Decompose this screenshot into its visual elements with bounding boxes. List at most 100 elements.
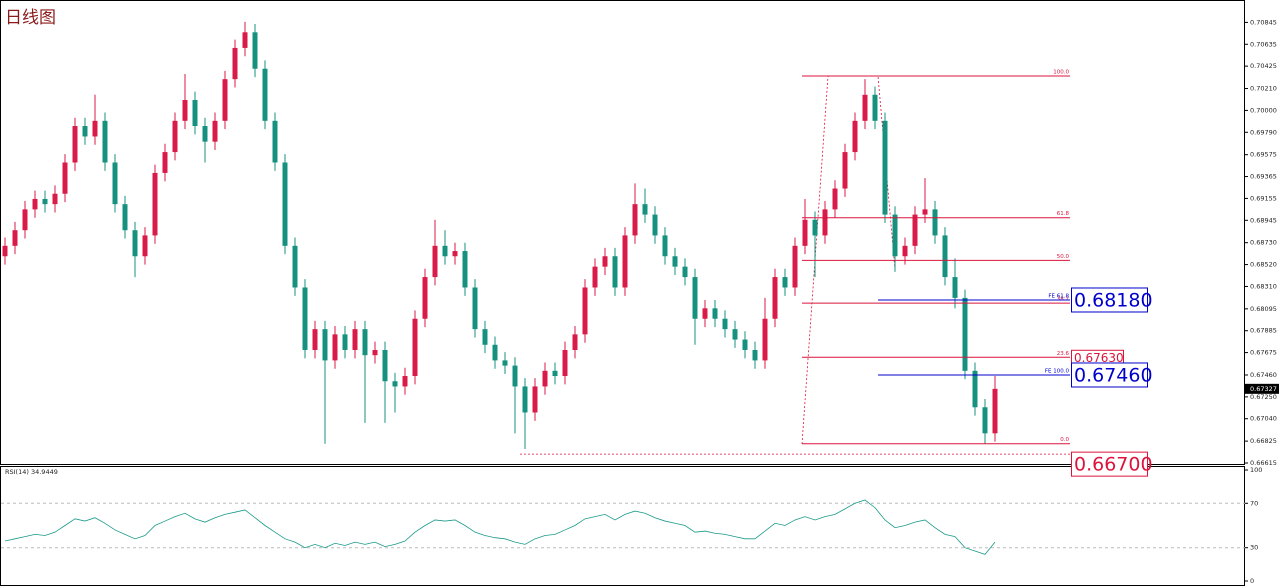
candle-body (452, 251, 458, 257)
candle-body (192, 99, 198, 127)
candle-body (222, 79, 228, 121)
y-tick-label: 0.68945 (1250, 216, 1277, 224)
candle-body (642, 204, 648, 215)
y-tick-label: 0.69575 (1250, 151, 1277, 159)
candle-body (792, 245, 798, 288)
candle-body (12, 230, 18, 246)
candle-body (802, 219, 808, 246)
candle-body (232, 47, 238, 80)
candle-body (812, 219, 818, 236)
price-box-label: 0.68180 (1074, 289, 1153, 311)
fib-label: 100.0 (1053, 70, 1069, 76)
candle-body (212, 120, 218, 142)
y-tick-label: 0.70000 (1250, 106, 1277, 114)
candle-body (32, 198, 38, 210)
main-panel (0, 0, 1245, 465)
candle-body (992, 388, 998, 434)
price-box (1071, 451, 1148, 477)
rsi-line (4, 499, 996, 555)
candle-body (42, 198, 48, 205)
candle-body (532, 386, 538, 413)
candle-body (112, 162, 118, 205)
candle-body (332, 334, 338, 361)
candle-body (622, 235, 628, 288)
candle-body (732, 329, 738, 340)
fe-label: FE 100.0 (1045, 368, 1070, 374)
candle-body (872, 94, 878, 121)
candle-body (272, 120, 278, 163)
y-tick-label: 0.67460 (1250, 371, 1277, 379)
rsi-tick-label: 100 (1250, 466, 1262, 474)
candle-body (762, 318, 768, 361)
candle-body (502, 360, 508, 366)
candle-body (72, 126, 78, 163)
candle-body (92, 120, 98, 137)
candle-body (982, 407, 988, 434)
candle-body (902, 245, 908, 257)
candle-body (152, 172, 158, 236)
candle-body (172, 120, 178, 153)
candle-body (512, 365, 518, 387)
candle-body (672, 256, 678, 267)
candle-body (932, 209, 938, 236)
candle-body (312, 329, 318, 350)
candle-body (632, 204, 638, 236)
candle-body (302, 287, 308, 350)
candle-body (372, 349, 378, 356)
candle-body (862, 94, 868, 121)
y-tick-label: 0.67250 (1250, 393, 1277, 401)
candle-body (132, 230, 138, 257)
candle-body (652, 214, 658, 236)
candle-body (842, 152, 848, 189)
y-tick-label: 0.70845 (1250, 18, 1277, 26)
candle-body (582, 287, 588, 335)
candle-body (322, 329, 328, 361)
candle-body (662, 235, 668, 257)
candle-body (492, 344, 498, 361)
candle-body (952, 277, 958, 298)
candle-body (682, 266, 688, 278)
candle-body (602, 256, 608, 267)
candle-body (592, 266, 598, 288)
rsi-tick-label: 30 (1250, 544, 1258, 552)
candle-body (972, 370, 978, 408)
y-tick-label: 0.67675 (1250, 349, 1277, 357)
chart-title: 日线图 (5, 8, 56, 28)
candle-body (2, 245, 8, 257)
price-box (1071, 287, 1148, 313)
candle-body (162, 152, 168, 173)
y-tick-label: 0.69790 (1250, 128, 1277, 136)
y-tick-label: 0.68730 (1250, 239, 1277, 247)
candle-body (342, 334, 348, 350)
candle-body (942, 235, 948, 278)
candle-body (562, 349, 568, 377)
candle-body (182, 99, 188, 121)
candle-body (252, 32, 258, 69)
price-box-label: 0.67630 (1074, 351, 1124, 365)
candle-body (142, 235, 148, 257)
fib-label: 23.6 (1057, 351, 1070, 357)
candle-body (522, 386, 528, 413)
candle-body (362, 329, 368, 356)
candle-body (892, 214, 898, 257)
y-tick-label: 0.66615 (1250, 459, 1277, 467)
candle-body (832, 188, 838, 210)
y-tick-label: 0.68095 (1250, 305, 1277, 313)
y-tick-label: 0.68310 (1250, 282, 1277, 290)
candle-body (412, 318, 418, 377)
candle-body (122, 204, 128, 231)
fib-label: 61.8 (1057, 211, 1070, 217)
candle-body (422, 277, 428, 319)
candle-body (692, 277, 698, 319)
rsi-panel (0, 466, 1245, 586)
rsi-tick-label: 0 (1250, 577, 1254, 585)
candle-body (392, 381, 398, 387)
candle-body (62, 162, 68, 194)
candle-body (712, 308, 718, 319)
candle-body (262, 68, 268, 121)
candle-body (292, 245, 298, 288)
candle-body (772, 277, 778, 319)
candle-body (102, 120, 108, 163)
candle-body (912, 214, 918, 246)
candle-body (542, 370, 548, 387)
